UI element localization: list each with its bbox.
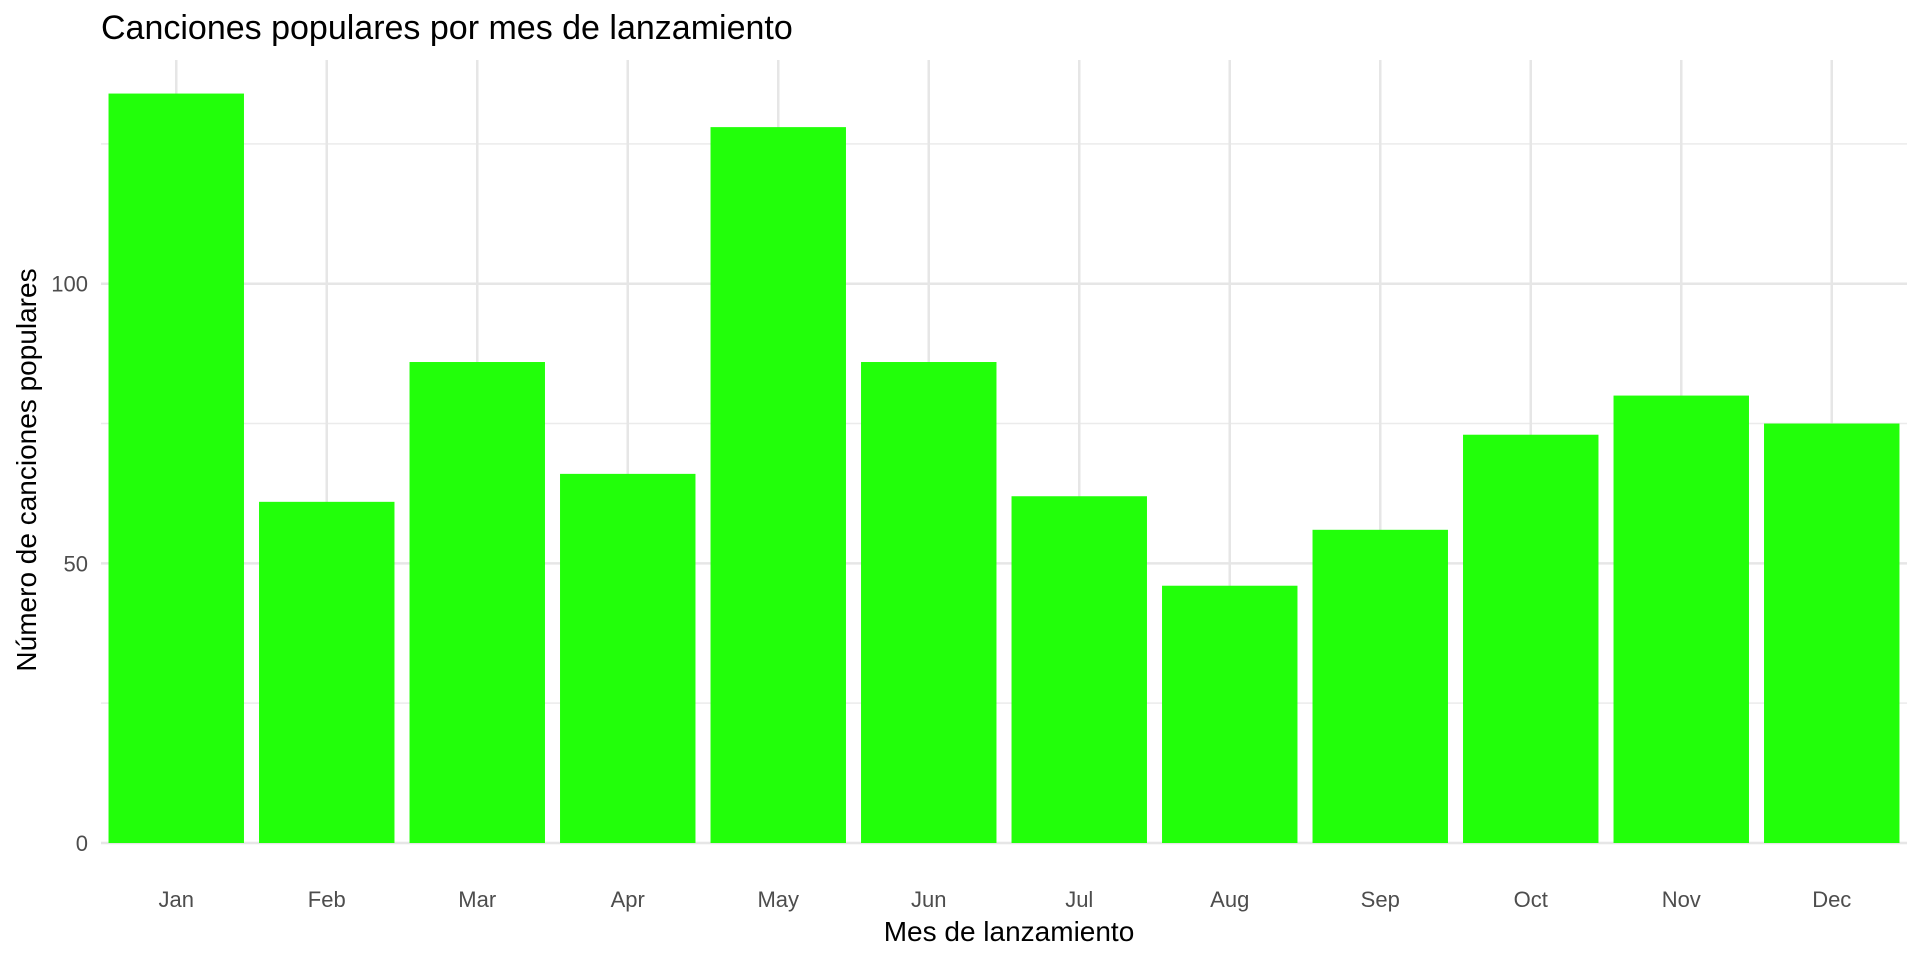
bars (108, 93, 1900, 844)
x-tick-label: Aug (1210, 887, 1249, 912)
x-axis-title: Mes de lanzamiento (884, 916, 1135, 947)
bar-jan (108, 93, 244, 844)
x-tick-label: Jun (911, 887, 946, 912)
bar-nov (1613, 395, 1749, 843)
y-axis-title: Número de canciones populares (11, 268, 42, 671)
x-tick-label: Apr (611, 887, 645, 912)
x-axis-ticks: Jan Feb Mar Apr May Jun Jul Aug Sep Oct Nov Dec (159, 887, 1852, 912)
x-tick-label: Nov (1662, 887, 1701, 912)
bar-apr (560, 473, 696, 843)
x-tick-label: Jul (1065, 887, 1093, 912)
x-tick-label: Sep (1361, 887, 1400, 912)
x-tick-label: Dec (1812, 887, 1851, 912)
bar-jul (1011, 496, 1147, 843)
bar-aug (1162, 585, 1298, 843)
x-tick-label: Oct (1514, 887, 1548, 912)
x-tick-label: Feb (308, 887, 346, 912)
bar-sep (1312, 529, 1448, 843)
chart-title: Canciones populares por mes de lanzamien… (101, 9, 793, 47)
bar-jun (861, 362, 997, 843)
y-tick-label: 50 (64, 551, 88, 576)
bar-feb (259, 501, 395, 843)
bar-mar (409, 362, 545, 843)
bar-dec (1764, 423, 1900, 843)
bar-oct (1463, 434, 1599, 843)
y-tick-label: 0 (76, 831, 88, 856)
y-tick-label: 100 (51, 272, 88, 297)
x-tick-label: May (757, 887, 799, 912)
x-tick-label: Jan (159, 887, 194, 912)
x-tick-label: Mar (458, 887, 496, 912)
bar-may (710, 127, 846, 844)
y-axis-ticks: 0 50 100 (51, 272, 88, 856)
